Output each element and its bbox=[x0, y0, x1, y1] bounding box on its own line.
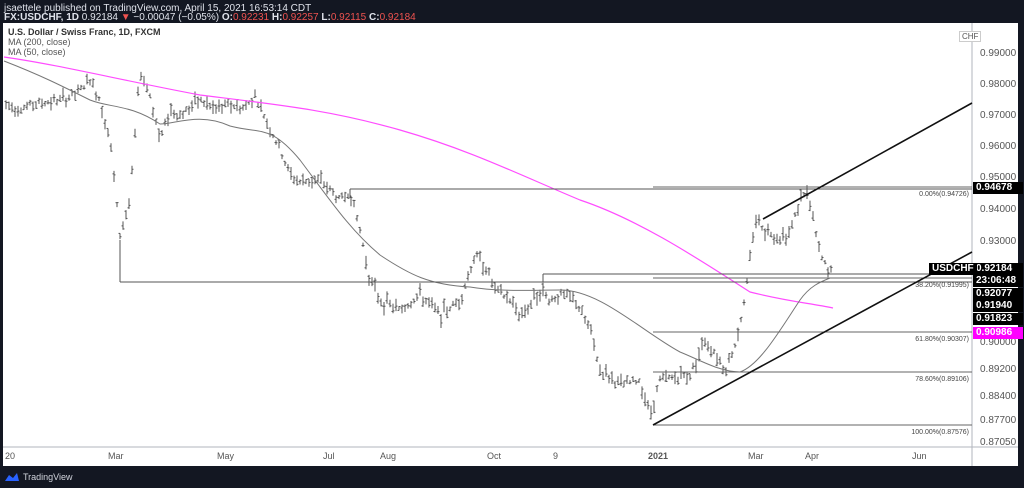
trendline-upper bbox=[762, 102, 973, 220]
price-tag: 0.92184 bbox=[973, 263, 1023, 275]
time-tick: Oct bbox=[487, 451, 502, 461]
price-tag: 0.91823 bbox=[973, 313, 1023, 325]
fib-label: 100.00%(0.87576) bbox=[911, 429, 969, 436]
change: −0.00047 (−0.05%) bbox=[133, 12, 220, 23]
open-value: 0.92231 bbox=[232, 12, 270, 23]
time-tick: Aug bbox=[380, 451, 397, 461]
price-tick: 0.96000 bbox=[980, 141, 1017, 152]
price-tag: 0.94678 bbox=[973, 182, 1023, 194]
ma200-line bbox=[3, 56, 834, 309]
tradingview-logo-icon bbox=[5, 473, 19, 481]
price-tag: 0.91940 bbox=[973, 300, 1023, 312]
price-tag: 0.92077 bbox=[973, 288, 1023, 300]
time-tick: 9 bbox=[553, 451, 559, 461]
legend-ma50[interactable]: MA (50, close) bbox=[8, 47, 66, 57]
chart-legend: U.S. Dollar / Swiss Franc, 1D, FXCM MA (… bbox=[8, 27, 161, 57]
time-tick: 2021 bbox=[648, 451, 669, 461]
time-tick: Mar bbox=[748, 451, 764, 461]
last-price: 0.92184 bbox=[81, 12, 118, 23]
symbol-tag: USDCHF bbox=[929, 263, 977, 275]
high-value: 0.92257 bbox=[282, 12, 319, 23]
price-tick: 0.99000 bbox=[980, 48, 1017, 59]
price-tick: 0.87050 bbox=[980, 437, 1017, 448]
brand-label[interactable]: TradingView bbox=[23, 472, 73, 482]
time-tick: 20 bbox=[5, 451, 16, 461]
down-arrow-icon: ▼ bbox=[120, 12, 131, 23]
currency-label: CHF bbox=[959, 31, 982, 42]
trendline-lower bbox=[652, 251, 973, 426]
chart-frame[interactable] bbox=[3, 23, 1018, 466]
fib-label: 78.60%(0.89106) bbox=[915, 376, 969, 383]
ma50-line bbox=[3, 60, 831, 373]
legend-title: U.S. Dollar / Swiss Franc, 1D, FXCM bbox=[8, 27, 161, 37]
symbol-ohlc-line: FX:USDCHF, 1D 0.92184 ▼ −0.00047 (−0.05%… bbox=[4, 12, 416, 23]
price-tick: 0.95000 bbox=[980, 172, 1017, 183]
time-tick: Apr bbox=[805, 451, 820, 461]
footer: TradingView bbox=[4, 472, 73, 482]
symbol: FX:USDCHF, 1D bbox=[4, 12, 80, 23]
price-tick: 0.94000 bbox=[980, 204, 1017, 215]
close-value: 0.92184 bbox=[379, 12, 416, 23]
time-tick: Jun bbox=[912, 451, 927, 461]
fib-label: 38.20%(0.91995) bbox=[915, 282, 969, 289]
price-tick: 0.98000 bbox=[980, 79, 1017, 90]
price-tag: 0.90986 bbox=[973, 327, 1023, 339]
price-tag: 23:06:48 bbox=[973, 275, 1023, 287]
time-tick: Jul bbox=[323, 451, 335, 461]
price-tick: 0.89200 bbox=[980, 364, 1017, 375]
publisher-line: jsaettele published on TradingView.com, … bbox=[4, 3, 312, 14]
low-value: 0.92115 bbox=[330, 12, 367, 23]
time-tick: May bbox=[217, 451, 235, 461]
price-bars bbox=[4, 71, 833, 420]
price-tick: 0.88400 bbox=[980, 391, 1017, 402]
legend-ma200[interactable]: MA (200, close) bbox=[8, 37, 71, 47]
fib-label: 0.00%(0.94726) bbox=[919, 191, 969, 198]
price-tick: 0.97000 bbox=[980, 110, 1017, 121]
fib-label: 61.80%(0.90307) bbox=[915, 336, 969, 343]
price-tick: 0.93000 bbox=[980, 236, 1017, 247]
price-tick: 0.87700 bbox=[980, 415, 1017, 426]
time-tick: Mar bbox=[108, 451, 124, 461]
price-tick: 0.90000 bbox=[980, 337, 1017, 348]
